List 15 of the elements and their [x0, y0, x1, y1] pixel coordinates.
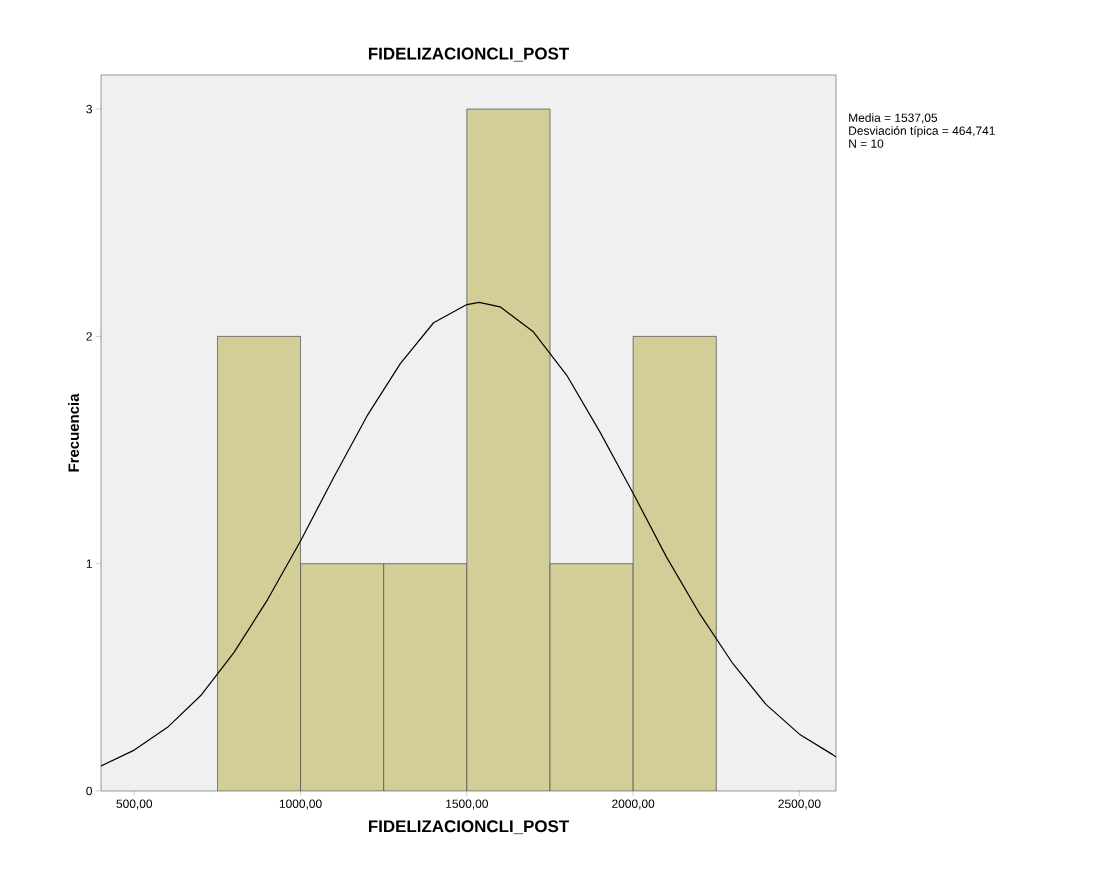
y-tick-label: 0 — [86, 786, 93, 796]
x-axis-title: FIDELIZACIONCLI_POST — [368, 820, 570, 835]
text: Desviación típica = 464,741 — [849, 126, 995, 138]
x-tick-label: 500,00 — [116, 799, 153, 810]
x-tick-label: 1000,00 — [279, 799, 322, 810]
text: N = 10 — [849, 139, 884, 148]
y-tick-label: 2 — [86, 332, 92, 341]
y-tick-label: 3 — [86, 104, 92, 114]
x-tick-label: 2000,00 — [612, 799, 655, 810]
text: Media = 1537,05 — [849, 113, 938, 124]
y-axis-title: Frecuencia — [68, 393, 79, 472]
y-tick-label: 1 — [86, 559, 92, 568]
x-tick-label: 1500,00 — [446, 799, 488, 810]
x-tick-label: 2500,00 — [778, 799, 821, 810]
chart-title: FIDELIZACIONCLI_POST — [368, 47, 570, 62]
